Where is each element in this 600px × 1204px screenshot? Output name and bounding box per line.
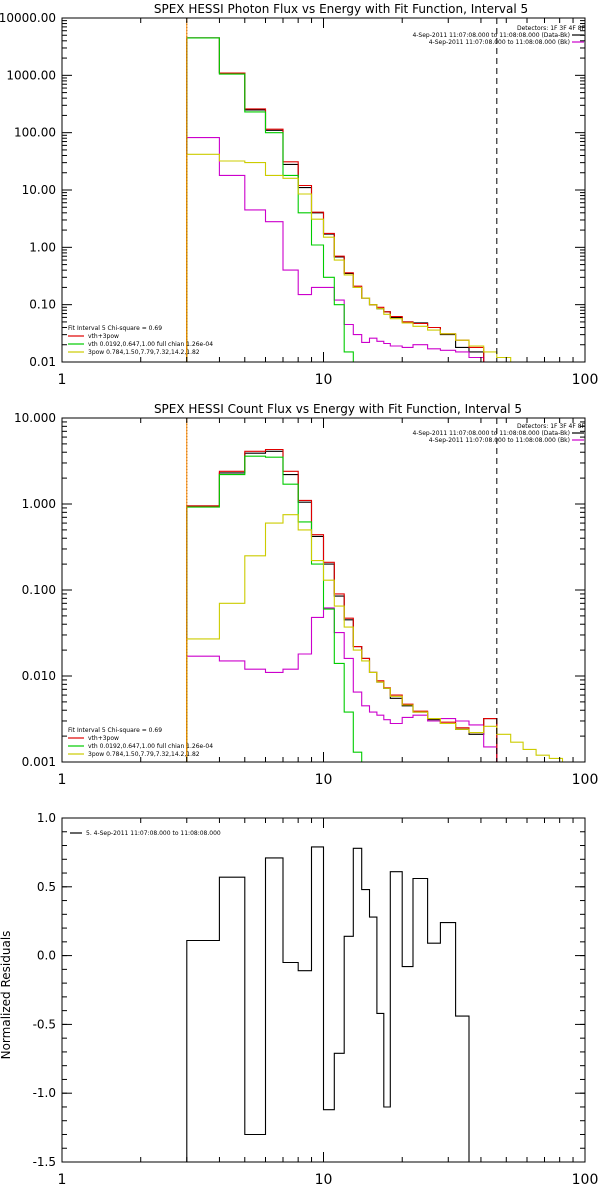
y-tick-label: 0.5 — [37, 880, 56, 894]
count-flux-marks — [186, 418, 576, 762]
residuals-legend-interval: 5. 4-Sep-2011 11:07:08.000 to 11:08:08.0… — [86, 830, 221, 837]
y-tick-label: 10.000 — [14, 411, 56, 425]
series-3-line — [186, 37, 362, 362]
x-tick-label: 100 — [572, 1172, 599, 1188]
y-tick-label: 10000.00 — [0, 11, 56, 25]
y-tick-label: 1.00 — [29, 240, 56, 254]
count-legend-3pow: 3pow 0.784,1.50,7.79,7.32,14.2,1.82 — [88, 751, 200, 758]
series-2-line — [186, 448, 498, 762]
series-4-line — [186, 514, 576, 762]
count-flux-axes: 1 10 100 10.000 1.000 0.100 0.010 0.001 — [14, 411, 598, 788]
series-1-line — [186, 607, 498, 762]
photon-legend-data-bk: 4-Sep-2011 11:07:08.000 to 11:08:08.000 … — [412, 32, 570, 39]
y-tick-label: 100.00 — [14, 126, 56, 140]
plot-area — [186, 846, 470, 1162]
photon-legend-detectors: Detectors: 1F 3F 4F 8F — [517, 25, 586, 32]
count-legend-fit-interval: Fit Interval 5 Chi-square = 0.69 — [68, 727, 162, 734]
photon-legend-vth3pow: vth+3pow — [88, 333, 119, 340]
plot-area — [186, 418, 576, 762]
residuals-marks — [186, 846, 470, 1162]
y-tick-label: 0.010 — [22, 669, 56, 683]
series-1-line — [186, 137, 485, 362]
photon-legend-fit-interval: Fit Interval 5 Chi-square = 0.69 — [68, 325, 162, 332]
x-tick-label: 1 — [58, 772, 67, 788]
y-tick-label: 1000.00 — [6, 68, 56, 82]
x-tick-label: 10 — [315, 372, 333, 388]
residuals-panel: 1 10 100 1.0 0.5 0.0 -0.5 -1.0 -1.5 Normalized R… — [0, 811, 598, 1188]
photon-legend-3pow: 3pow 0.784,1.50,7.79,7.32,14.2,1.82 — [88, 349, 200, 356]
photon-legend-bk: 4-Sep-2011 11:07:08.000 to 11:08:08.000 … — [429, 39, 570, 46]
residuals-axes: 1 10 100 1.0 0.5 0.0 -0.5 -1.0 -1.5 — [33, 811, 599, 1188]
y-tick-label: 0.100 — [22, 583, 56, 597]
x-tick-label: 1 — [58, 1172, 67, 1188]
count-legend-vth: vth 0.0192,0.647,1.00 full chian 1.26e-0… — [88, 743, 213, 750]
count-flux-title: SPEX HESSI Count Flux vs Energy with Fit… — [154, 402, 522, 416]
y-tick-label: -1.5 — [33, 1155, 56, 1169]
x-tick-label: 1 — [58, 372, 67, 388]
y-tick-label: 10.00 — [22, 183, 56, 197]
photon-flux-legend-top: Detectors: 1F 3F 4F 8F 4-Sep-2011 11:07:… — [412, 25, 585, 46]
y-tick-label: 0.01 — [29, 355, 56, 369]
x-tick-label: 100 — [572, 772, 599, 788]
y-tick-label: 1.0 — [37, 811, 56, 825]
residuals-legend: 5. 4-Sep-2011 11:07:08.000 to 11:08:08.0… — [70, 830, 221, 837]
x-tick-label: 100 — [572, 372, 599, 388]
photon-flux-axes: 1 10 100 10000.00 1000.00 100.00 10.00 1.00 0.10… — [0, 11, 598, 388]
photon-flux-title: SPEX HESSI Photon Flux vs Energy with Fi… — [154, 2, 528, 16]
photon-flux-legend-bottom: Fit Interval 5 Chi-square = 0.69 vth+3po… — [68, 325, 213, 356]
photon-legend-vth: vth 0.0192,0.647,1.00 full chian 1.26e-0… — [88, 341, 213, 348]
y-tick-label: 0.0 — [37, 949, 56, 963]
series-0-line — [186, 846, 470, 1162]
count-legend-bk: 4-Sep-2011 11:07:08.000 to 11:08:08.000 … — [429, 437, 570, 444]
x-tick-label: 10 — [315, 1172, 333, 1188]
series-4-line — [186, 153, 512, 362]
photon-flux-panel: SPEX HESSI Photon Flux vs Energy with Fi… — [0, 2, 598, 388]
plot-area — [186, 18, 512, 362]
count-flux-legend-top: Detectors: 1F 3F 4F 8F 4-Sep-2011 11:07:… — [412, 423, 585, 444]
series-3-line — [186, 455, 370, 762]
count-flux-legend-bottom: Fit Interval 5 Chi-square = 0.69 vth+3po… — [68, 727, 213, 758]
y-tick-label: -1.0 — [33, 1086, 56, 1100]
y-tick-label: 1.000 — [22, 497, 56, 511]
y-tick-label: -0.5 — [33, 1017, 56, 1031]
x-tick-label: 10 — [315, 772, 333, 788]
residuals-y-label: Normalized Residuals — [0, 931, 13, 1060]
count-legend-vth3pow: vth+3pow — [88, 735, 119, 742]
y-tick-label: 0.10 — [29, 298, 56, 312]
y-tick-label: 0.001 — [22, 755, 56, 769]
count-flux-panel: SPEX HESSI Count Flux vs Energy with Fit… — [14, 402, 598, 788]
count-legend-data-bk: 4-Sep-2011 11:07:08.000 to 11:08:08.000 … — [412, 430, 570, 437]
photon-flux-marks — [186, 18, 512, 362]
count-legend-detectors: Detectors: 1F 3F 4F 8F — [517, 423, 586, 430]
